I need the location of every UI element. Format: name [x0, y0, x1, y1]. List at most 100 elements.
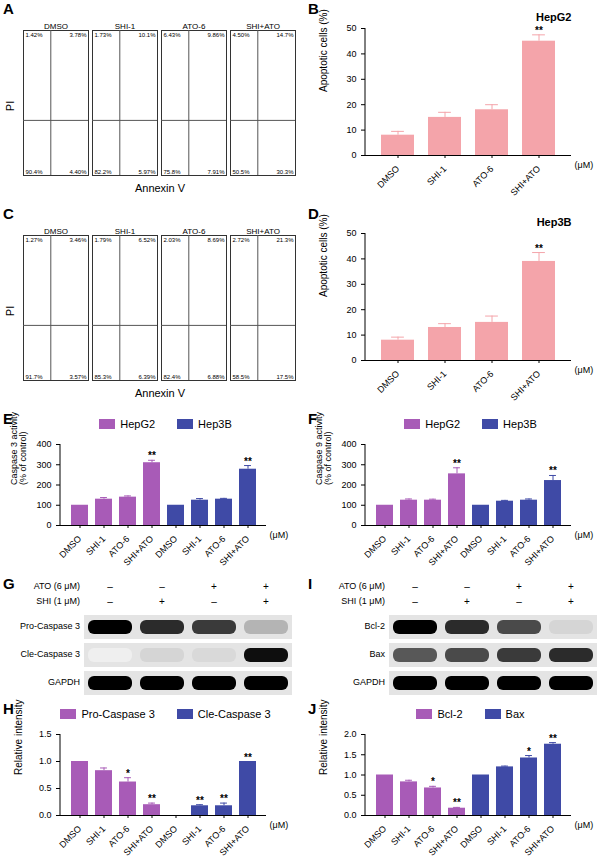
svg-text:Hep3B: Hep3B [537, 216, 572, 228]
svg-text:3.78%: 3.78% [69, 32, 87, 38]
svg-text:SHI+ATO: SHI+ATO [427, 534, 461, 568]
svg-text:**: ** [220, 793, 228, 804]
svg-text:SHI-1: SHI-1 [485, 534, 508, 557]
svg-text:20: 20 [346, 305, 356, 315]
svg-text:GAPDH: GAPDH [353, 677, 385, 687]
svg-text:3.46%: 3.46% [69, 237, 87, 243]
svg-text:85.3%: 85.3% [95, 374, 113, 380]
svg-text:90.4%: 90.4% [26, 169, 44, 175]
svg-text:+: + [568, 596, 574, 607]
svg-text:SHI+ATO: SHI+ATO [523, 534, 557, 568]
svg-text:6.88%: 6.88% [207, 374, 225, 380]
svg-text:SHI-1: SHI-1 [84, 824, 107, 847]
svg-text:(μM): (μM) [270, 530, 289, 540]
svg-text:–: – [412, 596, 418, 607]
svg-text:+: + [263, 596, 269, 607]
svg-text:1.42%: 1.42% [26, 32, 44, 38]
svg-text:**: ** [244, 752, 252, 763]
svg-text:100: 100 [36, 500, 51, 510]
svg-text:82.2%: 82.2% [95, 169, 113, 175]
svg-text:DMSO: DMSO [375, 369, 401, 395]
svg-text:SHI+ATO: SHI+ATO [122, 824, 156, 858]
svg-text:4.40%: 4.40% [69, 169, 87, 175]
svg-text:DMSO: DMSO [362, 824, 388, 850]
svg-text:SHI+ATO: SHI+ATO [509, 369, 543, 403]
svg-text:(μM): (μM) [575, 530, 594, 540]
svg-text:**: ** [196, 795, 204, 806]
svg-text:58.5%: 58.5% [233, 374, 251, 380]
svg-text:**: ** [535, 243, 543, 254]
svg-text:SHI+ATO: SHI+ATO [218, 534, 252, 568]
svg-text:40: 40 [346, 49, 356, 59]
svg-text:20: 20 [346, 100, 356, 110]
svg-text:8.69%: 8.69% [207, 237, 225, 243]
svg-text:50: 50 [346, 23, 356, 33]
svg-text:2.03%: 2.03% [164, 237, 182, 243]
svg-text:1.79%: 1.79% [95, 237, 113, 243]
svg-text:SHI (1 μM): SHI (1 μM) [36, 596, 80, 606]
svg-text:0.0: 0.0 [39, 810, 52, 820]
svg-text:300: 300 [341, 460, 356, 470]
svg-text:–: – [107, 581, 113, 592]
svg-text:(μM): (μM) [575, 365, 594, 375]
svg-text:DMSO: DMSO [153, 534, 179, 560]
svg-text:1.0: 1.0 [344, 770, 357, 780]
svg-text:1.73%: 1.73% [95, 32, 113, 38]
svg-text:ATO (6 μM): ATO (6 μM) [339, 581, 385, 591]
svg-text:–: – [516, 596, 522, 607]
svg-text:82.4%: 82.4% [164, 374, 182, 380]
svg-text:Pro-Caspase 3: Pro-Caspase 3 [20, 621, 80, 631]
svg-text:*: * [431, 776, 435, 787]
svg-text:1.27%: 1.27% [26, 237, 44, 243]
svg-text:10.1%: 10.1% [138, 32, 156, 38]
svg-text:DMSO: DMSO [458, 824, 484, 850]
svg-text:DMSO: DMSO [153, 824, 179, 850]
svg-text:SHI-1: SHI-1 [84, 534, 107, 557]
svg-text:6.52%: 6.52% [138, 237, 156, 243]
svg-text:DMSO: DMSO [57, 534, 83, 560]
svg-text:ATO (6 μM): ATO (6 μM) [34, 581, 80, 591]
svg-text:0.5: 0.5 [39, 783, 52, 793]
svg-text:6.39%: 6.39% [138, 374, 156, 380]
svg-text:(μM): (μM) [575, 820, 594, 830]
svg-text:400: 400 [36, 439, 51, 449]
svg-text:0: 0 [351, 150, 356, 160]
svg-text:SHI-1: SHI-1 [180, 534, 203, 557]
svg-text:30: 30 [346, 74, 356, 84]
svg-text:*: * [527, 746, 531, 757]
svg-text:ATO-6: ATO-6 [183, 227, 206, 236]
svg-text:ATO-6: ATO-6 [470, 369, 495, 394]
svg-text:4.50%: 4.50% [233, 32, 251, 38]
svg-text:+: + [568, 581, 574, 592]
svg-text:(μM): (μM) [270, 820, 289, 830]
svg-text:SHI (1 μM): SHI (1 μM) [341, 596, 385, 606]
svg-text:**: ** [535, 25, 543, 36]
svg-text:SHI+ATO: SHI+ATO [427, 824, 461, 858]
svg-text:–: – [412, 581, 418, 592]
svg-text:+: + [211, 581, 217, 592]
svg-text:30: 30 [346, 279, 356, 289]
svg-text:Apoptotic cells (%): Apoptotic cells (%) [318, 214, 329, 297]
svg-text:6.43%: 6.43% [164, 32, 182, 38]
svg-text:2.72%: 2.72% [233, 237, 251, 243]
svg-text:SHI+ATO: SHI+ATO [246, 227, 280, 236]
svg-text:SHI+ATO: SHI+ATO [122, 534, 156, 568]
svg-text:Bax: Bax [369, 649, 385, 659]
svg-text:DMSO: DMSO [362, 534, 388, 560]
svg-text:7.91%: 7.91% [207, 169, 225, 175]
svg-text:SHI+ATO: SHI+ATO [218, 824, 252, 858]
svg-text:75.8%: 75.8% [164, 169, 182, 175]
svg-text:+: + [159, 596, 165, 607]
svg-text:40: 40 [346, 254, 356, 264]
svg-text:2.0: 2.0 [344, 729, 357, 739]
svg-text:**: ** [148, 450, 156, 461]
svg-text:17.5%: 17.5% [276, 374, 294, 380]
svg-text:14.7%: 14.7% [276, 32, 294, 38]
svg-text:SHI-1: SHI-1 [389, 534, 412, 557]
svg-text:*: * [126, 768, 130, 779]
svg-text:**: ** [549, 733, 557, 744]
svg-text:**: ** [244, 456, 252, 467]
svg-text:30.3%: 30.3% [276, 169, 294, 175]
svg-text:9.86%: 9.86% [207, 32, 225, 38]
svg-text:SHI-1: SHI-1 [115, 227, 136, 236]
